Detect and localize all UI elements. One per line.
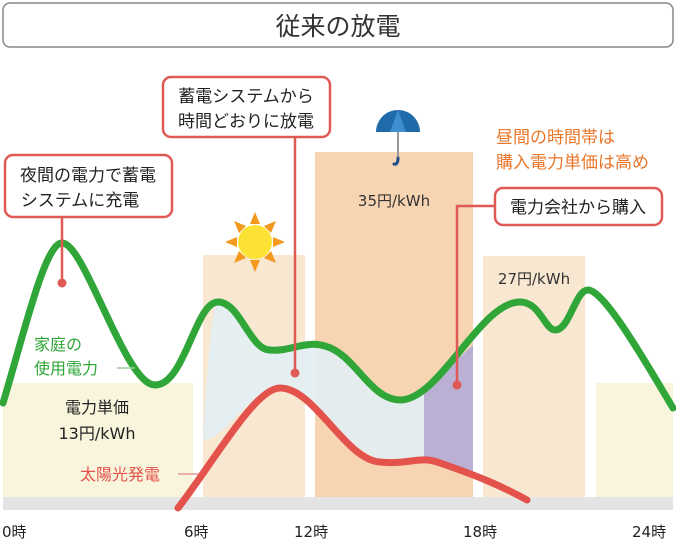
note-text: 購入電力単価は高め — [496, 153, 649, 173]
night-price-label: 電力単価 — [65, 398, 129, 417]
sun-icon — [225, 212, 285, 272]
callout-text: 蓄電システムから — [178, 87, 314, 107]
x-tick: 6時 — [184, 523, 209, 541]
night-band-late — [596, 383, 673, 497]
night-price: 13円/kWh — [59, 424, 136, 443]
solar-generation-line — [174, 384, 531, 512]
callout-line-purchase — [455, 204, 495, 385]
title-box — [2, 2, 674, 48]
title: 従来の放電 — [275, 12, 400, 41]
callout-text: 夜間の電力で蓄電 — [20, 166, 156, 186]
callout-dot-charge — [57, 278, 67, 288]
callout-purchase — [493, 186, 664, 227]
umbrella-icon — [376, 110, 420, 166]
callout-dot-discharge — [290, 368, 300, 378]
household-label: 家庭の — [34, 335, 82, 354]
x-tick: 12時 — [294, 523, 328, 541]
x-tick: 18時 — [463, 523, 497, 541]
evening-price: 27円/kWh — [498, 270, 570, 288]
callout-scheduled-discharge — [161, 75, 332, 139]
callout-dot-purchase — [452, 380, 462, 390]
household-label: 使用電力 — [34, 359, 98, 378]
x-tick: 24時 — [632, 523, 666, 541]
callout-night-charge — [3, 153, 174, 219]
baseline — [3, 497, 673, 510]
callout-text: 時間どおりに放電 — [178, 112, 314, 132]
household-usage-line — [0, 239, 676, 412]
callout-text: システムに充電 — [21, 191, 140, 211]
note-text: 昼間の時間帯は — [496, 128, 615, 148]
peak-price: 35円/kWh — [358, 192, 430, 210]
night-band-early — [3, 383, 193, 497]
self-consumption-area — [203, 301, 424, 462]
solar-label: 太陽光発電 — [80, 465, 160, 484]
callout-text: 電力会社から購入 — [510, 198, 646, 218]
x-tick: 0時 — [2, 523, 27, 541]
evening-band — [483, 256, 585, 497]
